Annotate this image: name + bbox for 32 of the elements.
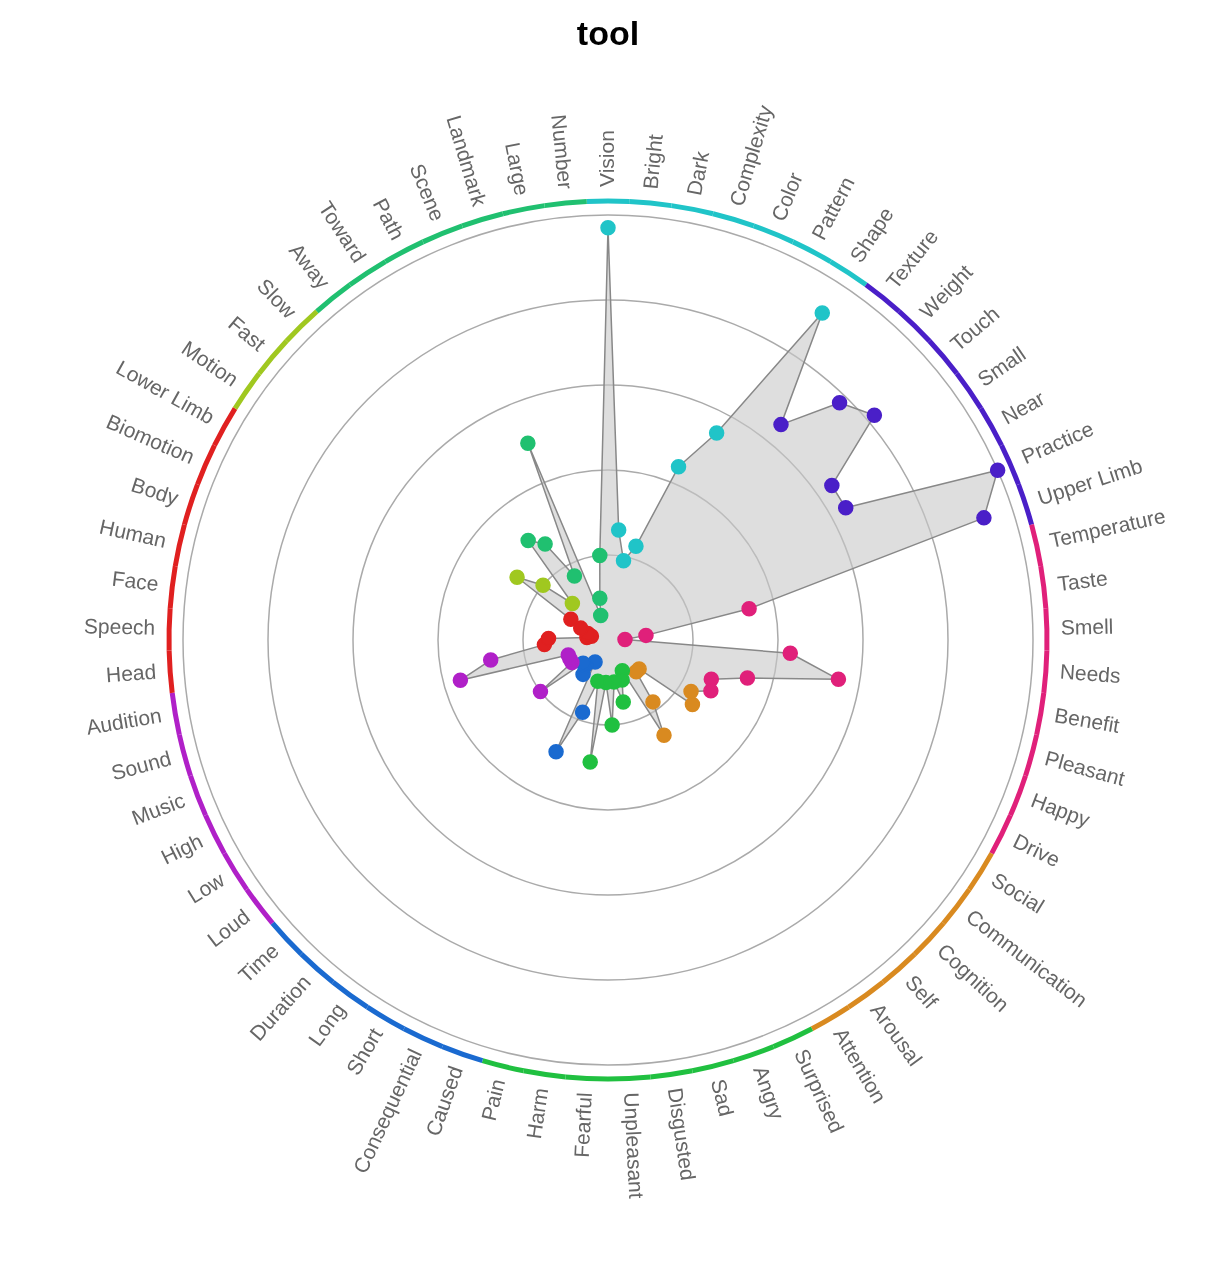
spoke-label: Music (128, 788, 188, 830)
spoke-label: Head (105, 659, 157, 687)
spoke-label: Smell (1060, 614, 1114, 639)
spoke-label: Near (997, 386, 1049, 429)
spoke-label: Needs (1059, 659, 1122, 687)
spoke-label: Temperature (1047, 503, 1168, 552)
spoke-label: High (157, 828, 207, 869)
spoke-label: Angry (749, 1062, 790, 1123)
spoke-label: Number (547, 113, 578, 191)
spoke-label: Pleasant (1042, 746, 1128, 790)
spoke-label: Speech (83, 614, 156, 639)
spoke-label: Vision (594, 130, 618, 187)
spoke-label: Harm (522, 1086, 553, 1141)
spoke-label: Taste (1056, 566, 1109, 596)
spoke-label: Disgusted (663, 1086, 700, 1183)
spoke-label: Color (766, 168, 807, 225)
spoke-label: Pain (476, 1076, 510, 1123)
spoke-label: Benefit (1052, 703, 1122, 737)
spoke-label: Low (183, 867, 230, 908)
spoke-label: Body (128, 472, 182, 510)
spoke-label: Dark (682, 148, 714, 198)
spoke-label: Large (501, 140, 534, 198)
spoke-label: Audition (84, 703, 164, 739)
chart-title: tool (575, 13, 641, 53)
spoke-label: Face (110, 566, 160, 596)
spoke-label: Sad (706, 1076, 739, 1119)
spoke-label: Sound (108, 746, 174, 785)
spoke-label: Bright (638, 133, 667, 191)
spoke-label: Unpleasant (620, 1091, 649, 1200)
spoke-label: Fearful (569, 1091, 596, 1159)
spoke-label: Drive (1009, 828, 1064, 872)
spoke-label: Human (97, 514, 169, 552)
